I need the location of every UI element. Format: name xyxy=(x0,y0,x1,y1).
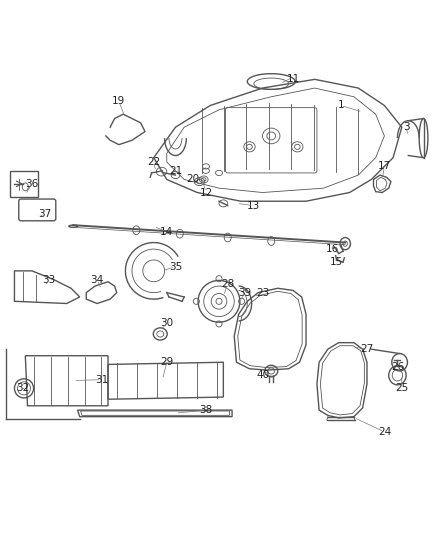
Text: 29: 29 xyxy=(160,357,173,367)
Text: 21: 21 xyxy=(169,166,182,176)
Text: 28: 28 xyxy=(221,279,234,289)
Text: 34: 34 xyxy=(91,274,104,285)
Text: 11: 11 xyxy=(286,75,300,84)
Text: 22: 22 xyxy=(147,157,160,167)
Text: 19: 19 xyxy=(112,96,126,106)
Text: 37: 37 xyxy=(38,209,52,219)
Text: 31: 31 xyxy=(95,375,108,385)
Text: 36: 36 xyxy=(25,179,39,189)
Text: 35: 35 xyxy=(169,262,182,271)
Text: 23: 23 xyxy=(256,288,269,297)
Text: 1: 1 xyxy=(338,100,344,110)
Text: 30: 30 xyxy=(160,318,173,328)
Text: 32: 32 xyxy=(17,383,30,393)
Text: 20: 20 xyxy=(186,174,199,184)
Text: 40: 40 xyxy=(256,370,269,381)
Text: 25: 25 xyxy=(395,383,408,393)
Text: 13: 13 xyxy=(247,200,261,211)
Text: 39: 39 xyxy=(238,288,252,297)
Text: 16: 16 xyxy=(325,244,339,254)
Text: 17: 17 xyxy=(378,161,391,172)
Text: 15: 15 xyxy=(330,257,343,267)
Text: 33: 33 xyxy=(42,274,56,285)
Text: 27: 27 xyxy=(360,344,374,354)
Text: 38: 38 xyxy=(199,405,212,415)
Text: 26: 26 xyxy=(391,361,404,372)
Text: 14: 14 xyxy=(160,227,173,237)
Text: 3: 3 xyxy=(403,122,410,132)
Text: 24: 24 xyxy=(378,427,391,437)
Text: 12: 12 xyxy=(199,188,212,198)
